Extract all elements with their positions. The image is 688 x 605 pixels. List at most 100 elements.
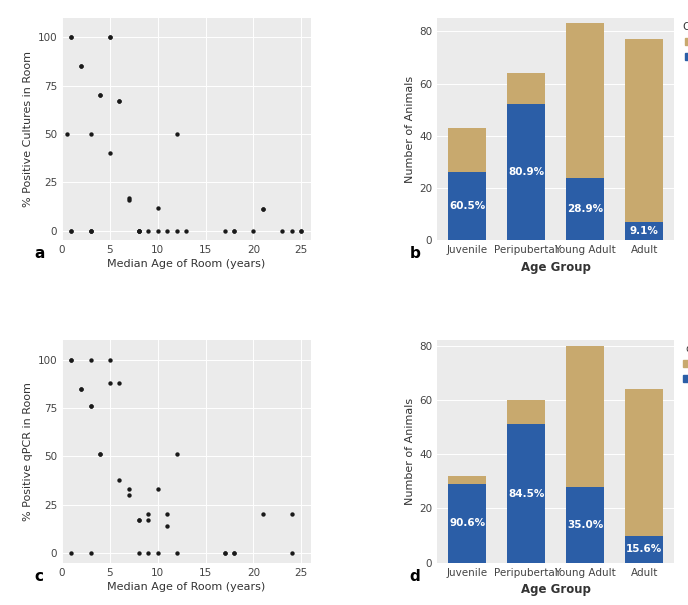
Point (105, 355, 116, 365)
Point (142, 515, 153, 525)
Point (228, 548, 239, 558)
Point (66, 33, 77, 42)
Point (228, 226, 239, 235)
X-axis label: Age Group: Age Group (521, 583, 591, 596)
Point (133, 226, 144, 235)
Point (85, 226, 96, 235)
Y-axis label: % Positive Cultures in Room: % Positive Cultures in Room (23, 51, 33, 208)
Text: 90.6%: 90.6% (449, 518, 485, 528)
Point (66, 33, 77, 42)
Point (296, 226, 307, 235)
X-axis label: Median Age of Room (years): Median Age of Room (years) (107, 260, 266, 269)
Point (257, 204, 268, 214)
Point (66, 355, 77, 365)
Point (85, 129, 96, 139)
Point (95, 91, 106, 100)
Point (123, 490, 134, 500)
Text: 84.5%: 84.5% (508, 488, 544, 499)
Point (228, 226, 239, 235)
Point (85, 226, 96, 235)
Y-axis label: Number of Animals: Number of Animals (405, 76, 415, 183)
Bar (448, 128, 486, 172)
Bar (507, 105, 546, 240)
Point (142, 509, 153, 519)
Point (142, 226, 153, 235)
Point (76, 62, 87, 71)
Point (105, 149, 116, 159)
Point (162, 509, 173, 519)
Point (162, 226, 173, 235)
Point (162, 521, 173, 531)
Point (133, 226, 144, 235)
Text: 9.1%: 9.1% (630, 226, 658, 236)
Point (85, 355, 96, 365)
Point (286, 509, 297, 519)
Text: b: b (409, 246, 420, 261)
Legend: Negative, Positive: Negative, Positive (679, 341, 688, 388)
Point (85, 401, 96, 411)
Bar (448, 172, 486, 240)
Point (114, 96, 125, 106)
Point (105, 378, 116, 388)
Point (66, 226, 77, 235)
Point (66, 548, 77, 558)
Point (66, 355, 77, 365)
Point (114, 475, 125, 485)
Point (133, 226, 144, 235)
Bar (625, 222, 663, 240)
Point (85, 548, 96, 558)
Point (85, 226, 96, 235)
Point (181, 226, 192, 235)
Point (257, 204, 268, 214)
Point (152, 203, 163, 212)
Text: 28.9%: 28.9% (567, 204, 603, 214)
Point (133, 548, 144, 558)
Point (277, 226, 288, 235)
Point (219, 548, 230, 558)
Bar (507, 425, 546, 563)
X-axis label: Age Group: Age Group (521, 261, 591, 274)
Text: 80.9%: 80.9% (508, 168, 544, 177)
Text: a: a (34, 246, 45, 261)
Y-axis label: % Positive qPCR in Room: % Positive qPCR in Room (23, 382, 33, 521)
Point (171, 450, 182, 459)
Bar (566, 178, 605, 240)
Text: 15.6%: 15.6% (626, 544, 663, 554)
Point (171, 226, 182, 235)
Bar (566, 487, 605, 563)
Point (95, 450, 106, 459)
Point (95, 450, 106, 459)
Point (286, 226, 297, 235)
Point (76, 62, 87, 71)
Point (76, 384, 87, 394)
Point (142, 548, 153, 558)
Bar (448, 484, 486, 563)
Point (105, 33, 116, 42)
Legend: Negative, Positive: Negative, Positive (679, 18, 688, 66)
Point (133, 226, 144, 235)
Text: 35.0%: 35.0% (567, 520, 603, 530)
Bar (507, 400, 546, 425)
Bar (507, 73, 546, 105)
Text: c: c (34, 569, 43, 584)
Point (105, 33, 116, 42)
Point (76, 384, 87, 394)
Point (95, 91, 106, 100)
Text: 60.5%: 60.5% (449, 201, 485, 211)
Point (114, 378, 125, 388)
Point (123, 485, 134, 494)
Point (219, 226, 230, 235)
X-axis label: Median Age of Room (years): Median Age of Room (years) (107, 581, 266, 592)
Point (133, 515, 144, 525)
Text: d: d (409, 569, 420, 584)
Point (123, 193, 134, 203)
Point (152, 226, 163, 235)
Point (171, 548, 182, 558)
Bar (448, 476, 486, 484)
Point (114, 96, 125, 106)
Point (133, 515, 144, 525)
Bar (625, 389, 663, 535)
Point (61, 129, 72, 139)
Bar (625, 39, 663, 222)
Point (296, 226, 307, 235)
